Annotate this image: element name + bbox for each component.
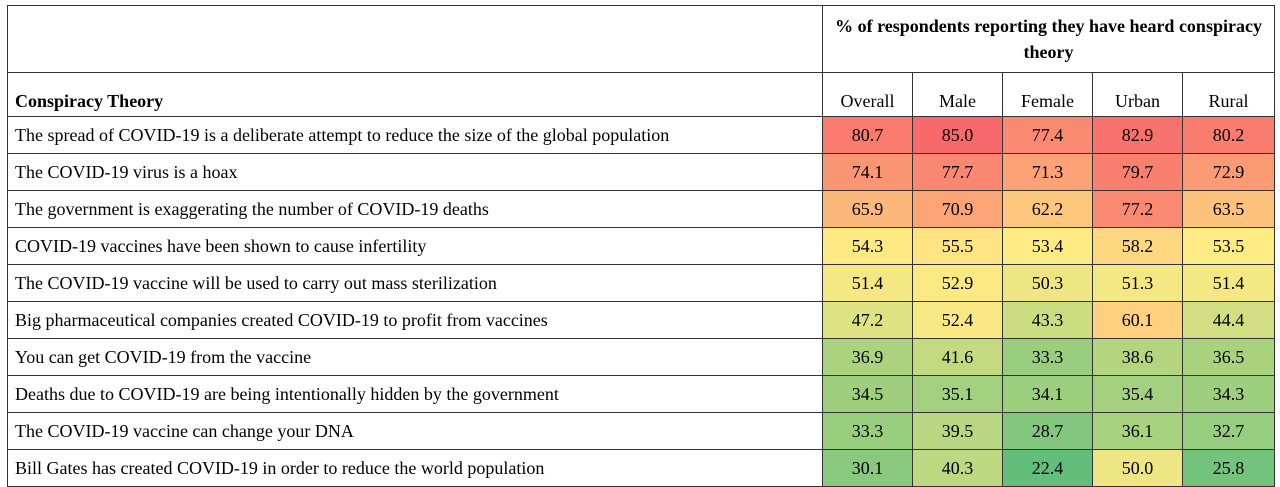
table-row: The COVID-19 vaccine can change your DNA… <box>7 412 1276 450</box>
value-cell: 33.3 <box>822 412 913 450</box>
value-cell: 35.4 <box>1092 375 1183 413</box>
table-row: Bill Gates has created COVID-19 in order… <box>7 449 1276 487</box>
value-cell: 77.7 <box>912 153 1003 191</box>
value-cell: 36.5 <box>1181 338 1276 376</box>
value-cell: 55.5 <box>912 227 1003 265</box>
table-row: COVID-19 vaccines have been shown to cau… <box>7 227 1276 265</box>
table-row: You can get COVID-19 from the vaccine 36.… <box>7 338 1276 376</box>
value-cell: 54.3 <box>822 227 913 265</box>
value-cell: 77.2 <box>1092 190 1183 228</box>
value-cell: 51.4 <box>822 264 913 302</box>
value-cell: 52.4 <box>912 301 1003 339</box>
column-header: Urban <box>1092 72 1183 117</box>
value-cell: 51.4 <box>1181 264 1276 302</box>
value-cell: 50.3 <box>1002 264 1093 302</box>
conspiracy-theory-table: % of respondents reporting they have hea… <box>7 5 1276 487</box>
value-cell: 36.1 <box>1092 412 1183 450</box>
row-label: COVID-19 vaccines have been shown to cau… <box>7 227 823 265</box>
row-label: The COVID-19 vaccine will be used to car… <box>7 264 823 302</box>
value-cell: 62.2 <box>1002 190 1093 228</box>
row-label: Bill Gates has created COVID-19 in order… <box>7 449 823 487</box>
value-cell: 44.4 <box>1181 301 1276 339</box>
column-header: Overall <box>822 72 913 117</box>
value-cell: 53.4 <box>1002 227 1093 265</box>
value-cell: 51.3 <box>1092 264 1183 302</box>
value-cell: 80.7 <box>822 116 913 154</box>
value-cell: 82.9 <box>1092 116 1183 154</box>
label-column-header: Conspiracy Theory <box>7 72 823 117</box>
row-label: The COVID-19 vaccine can change your DNA <box>7 412 823 450</box>
value-cell: 71.3 <box>1002 153 1093 191</box>
value-cell: 53.5 <box>1181 227 1276 265</box>
value-cell: 30.1 <box>822 449 913 487</box>
table-row: Deaths due to COVID-19 are being intenti… <box>7 375 1276 413</box>
value-cell: 65.9 <box>822 190 913 228</box>
table-row: The spread of COVID-19 is a deliberate a… <box>7 116 1276 154</box>
column-header: Female <box>1002 72 1093 117</box>
value-cell: 77.4 <box>1002 116 1093 154</box>
column-header: Rural <box>1181 72 1276 117</box>
value-cell: 32.7 <box>1181 412 1276 450</box>
value-cell: 22.4 <box>1002 449 1093 487</box>
value-cell: 79.7 <box>1092 153 1183 191</box>
value-cell: 43.3 <box>1002 301 1093 339</box>
value-cell: 41.6 <box>912 338 1003 376</box>
value-cell: 52.9 <box>912 264 1003 302</box>
value-cell: 34.5 <box>822 375 913 413</box>
value-cell: 28.7 <box>1002 412 1093 450</box>
value-cell: 36.9 <box>822 338 913 376</box>
table-row: The COVID-19 virus is a hoax 74.1 77.7 71.3… <box>7 153 1276 191</box>
table-row: Big pharmaceutical companies created COV… <box>7 301 1276 339</box>
value-cell: 50.0 <box>1092 449 1183 487</box>
value-cell: 34.1 <box>1002 375 1093 413</box>
value-cell: 33.3 <box>1002 338 1093 376</box>
row-label: You can get COVID-19 from the vaccine <box>7 338 823 376</box>
value-cell: 25.8 <box>1181 449 1276 487</box>
table-row: The COVID-19 vaccine will be used to car… <box>7 264 1276 302</box>
value-cell: 34.3 <box>1181 375 1276 413</box>
row-label: The COVID-19 virus is a hoax <box>7 153 823 191</box>
group-header: % of respondents reporting they have hea… <box>821 5 1276 73</box>
value-cell: 74.1 <box>822 153 913 191</box>
value-cell: 72.9 <box>1181 153 1276 191</box>
value-cell: 85.0 <box>912 116 1003 154</box>
row-label: The government is exaggerating the numbe… <box>7 190 823 228</box>
table-row: The government is exaggerating the numbe… <box>7 190 1276 228</box>
column-header: Male <box>912 72 1003 117</box>
value-cell: 63.5 <box>1181 190 1276 228</box>
value-cell: 70.9 <box>912 190 1003 228</box>
value-cell: 60.1 <box>1092 301 1183 339</box>
row-label: Big pharmaceutical companies created COV… <box>7 301 823 339</box>
value-cell: 39.5 <box>912 412 1003 450</box>
value-cell: 80.2 <box>1181 116 1276 154</box>
value-cell: 40.3 <box>912 449 1003 487</box>
row-label: Deaths due to COVID-19 are being intenti… <box>7 375 823 413</box>
row-label: The spread of COVID-19 is a deliberate a… <box>7 116 823 154</box>
corner-blank-cell <box>7 5 823 73</box>
value-cell: 58.2 <box>1092 227 1183 265</box>
value-cell: 47.2 <box>822 301 913 339</box>
value-cell: 35.1 <box>912 375 1003 413</box>
value-cell: 38.6 <box>1092 338 1183 376</box>
